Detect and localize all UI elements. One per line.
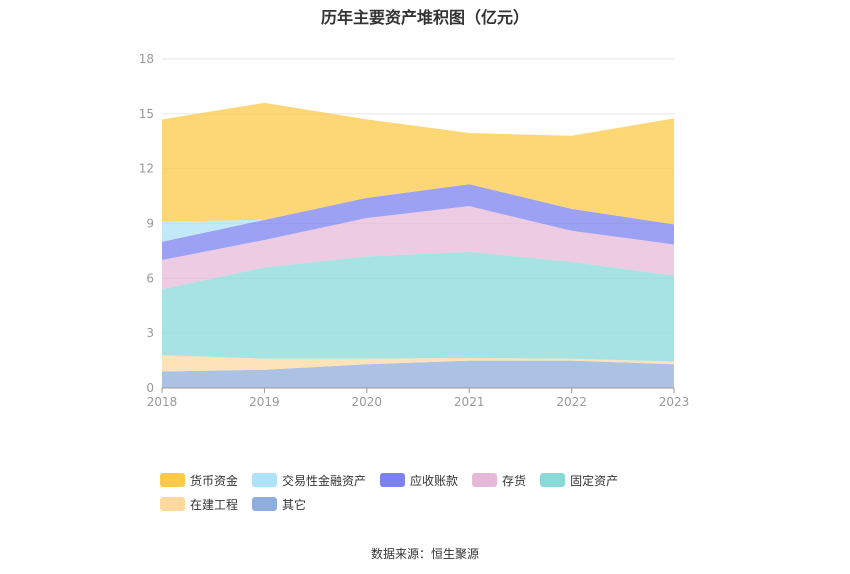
legend-swatch xyxy=(252,473,278,487)
y-tick-label: 12 xyxy=(139,162,154,176)
axes: 0 3 6 9 12 15 18 2018 2019 2020 2021 2022 2023 xyxy=(139,52,690,409)
y-tick-label: 0 xyxy=(146,381,154,395)
chart-legend: 货币资金 交易性金融资产 应收账款 存货 固定资产在建工程 其它 xyxy=(160,472,720,512)
legend-swatch xyxy=(472,473,498,487)
area-货币资金[interactable] xyxy=(162,102,674,225)
legend-item[interactable]: 货币资金 xyxy=(160,472,238,488)
data-source: 数据来源：恒生聚源 xyxy=(370,547,479,561)
legend-label: 应收账款 xyxy=(410,473,459,488)
legend-item[interactable]: 其它 xyxy=(252,496,306,512)
legend-item[interactable]: 存货 xyxy=(472,472,526,488)
area-应收账款[interactable] xyxy=(162,184,674,261)
legend-label: 交易性金融资产 xyxy=(282,473,367,488)
legend-label: 其它 xyxy=(282,497,307,512)
x-tick-label: 2019 xyxy=(249,395,280,409)
x-tick-label: 2023 xyxy=(659,395,690,409)
legend-item[interactable]: 交易性金融资产 xyxy=(252,472,366,488)
legend-label: 在建工程 xyxy=(190,497,239,512)
area-其它[interactable] xyxy=(162,360,674,388)
x-tick-label: 2018 xyxy=(147,395,178,409)
legend-label: 存货 xyxy=(502,473,527,488)
x-tick-label: 2022 xyxy=(556,395,587,409)
legend-label: 固定资产 xyxy=(570,473,619,488)
y-tick-label: 15 xyxy=(139,107,154,121)
legend-swatch xyxy=(380,473,406,487)
x-tick-label: 2021 xyxy=(454,395,485,409)
legend-item[interactable]: 固定资产 xyxy=(540,472,618,488)
legend-swatch xyxy=(540,473,566,487)
legend-item[interactable]: 应收账款 xyxy=(380,472,458,488)
y-tick-label: 18 xyxy=(139,52,154,66)
area-在建工程[interactable] xyxy=(162,355,674,372)
area-存货[interactable] xyxy=(162,206,674,290)
legend-swatch xyxy=(160,473,185,487)
chart-title: 历年主要资产堆积图（亿元） xyxy=(320,8,529,27)
legend-label: 货币资金 xyxy=(190,473,239,488)
legend-swatch xyxy=(160,497,185,511)
x-tick-label: 2020 xyxy=(352,395,383,409)
legend-swatch xyxy=(252,497,278,511)
area-series xyxy=(162,102,674,388)
y-tick-label: 6 xyxy=(146,271,154,285)
area-固定资产[interactable] xyxy=(162,251,674,362)
legend-item[interactable]: 在建工程 xyxy=(160,496,238,512)
y-tick-label: 3 xyxy=(146,326,154,340)
y-tick-label: 9 xyxy=(146,217,154,231)
